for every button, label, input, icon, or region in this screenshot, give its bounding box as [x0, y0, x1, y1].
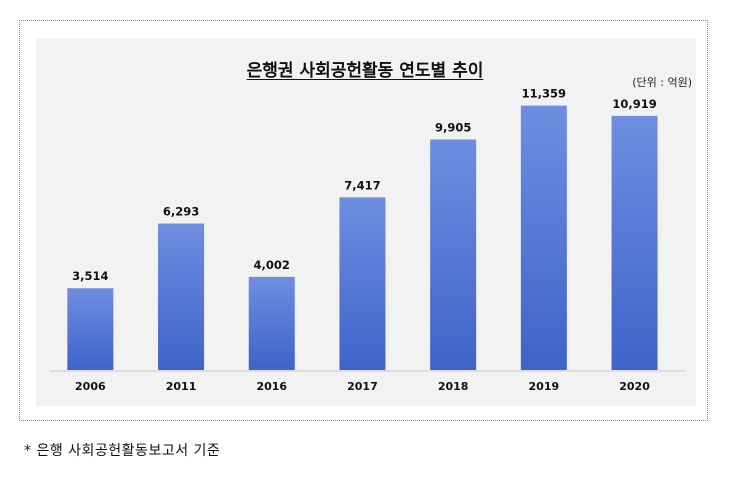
- x-tick-2017: 2017: [347, 380, 378, 393]
- chart-title: 은행권 사회공헌활동 연도별 추이: [246, 61, 484, 81]
- bar-2016: [248, 276, 295, 370]
- value-label-2011: 6,293: [163, 205, 199, 219]
- value-label-2018: 9,905: [435, 120, 471, 134]
- x-tick-labels-group: 2006 2011 2016 2017 2018 2019 2020: [75, 380, 650, 393]
- x-tick-2011: 2011: [166, 380, 197, 393]
- value-label-2006: 3,514: [72, 269, 108, 283]
- x-tick-2006: 2006: [75, 380, 106, 393]
- value-label-2016: 4,002: [254, 258, 290, 272]
- x-tick-2020: 2020: [619, 380, 650, 393]
- x-tick-2019: 2019: [529, 380, 560, 393]
- bar-2018: [430, 139, 477, 370]
- footnote: * 은행 사회공헌활동보고서 기준: [24, 443, 221, 459]
- value-label-2017: 7,417: [344, 178, 380, 192]
- value-label-2020: 10,919: [612, 97, 656, 111]
- bars-group: [67, 105, 658, 370]
- value-labels-group: 3,514 6,293 4,002 7,417 9,905 11,359 10,919: [72, 87, 657, 284]
- x-tick-2016: 2016: [256, 380, 287, 393]
- bar-2017: [339, 197, 386, 370]
- value-label-2019: 11,359: [522, 87, 566, 101]
- bar-2019: [520, 105, 567, 370]
- bar-2020: [611, 115, 658, 370]
- unit-label: (단위 : 억원): [632, 76, 692, 89]
- bar-2006: [67, 288, 114, 370]
- bar-2011: [158, 223, 205, 370]
- x-tick-2018: 2018: [438, 380, 469, 393]
- chart-frame: [19, 20, 708, 421]
